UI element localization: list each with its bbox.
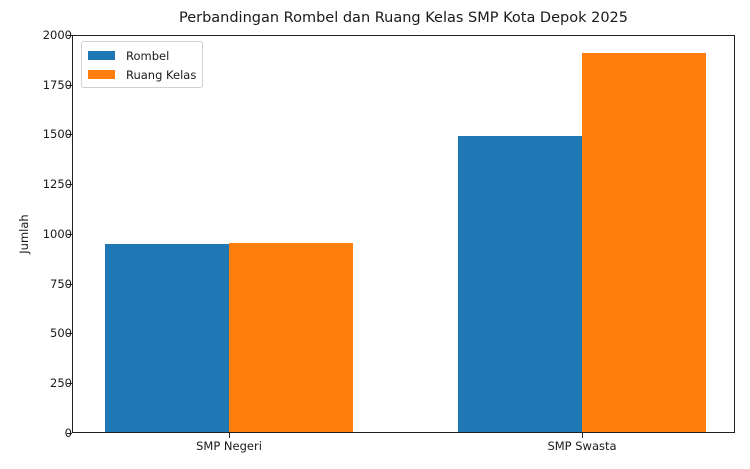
y-tick-label: 1000 [42, 226, 72, 241]
plot-area [72, 35, 735, 433]
y-tick-label: 250 [50, 375, 72, 390]
y-tick-mark [67, 84, 72, 86]
y-tick-mark [67, 184, 72, 186]
y-tick-mark [67, 283, 72, 285]
y-tick-mark [67, 35, 72, 36]
x-tick-mark [229, 433, 230, 438]
bar-ruang-kelas-smp-swasta [582, 53, 706, 432]
x-tick-mark [582, 433, 583, 438]
y-tick-mark [67, 134, 72, 136]
y-tick-mark [67, 233, 72, 235]
y-tick-label: 1500 [42, 127, 72, 142]
y-tick-mark [67, 432, 72, 434]
chart-title: Perbandingan Rombel dan Ruang Kelas SMP … [178, 10, 629, 26]
x-tick-label: SMP Swasta [547, 439, 617, 453]
bar-ruang-kelas-smp-negeri [229, 243, 353, 432]
x-tick-label: SMP Negeri [196, 439, 262, 453]
y-tick-label: 2000 [42, 28, 72, 42]
bar-rombel-smp-negeri [105, 243, 229, 432]
legend-swatch-icon [88, 70, 115, 79]
legend: Rombel Ruang Kelas [81, 41, 204, 88]
y-axis-label: Jumlah [17, 214, 31, 254]
y-tick-label: 750 [50, 276, 72, 291]
legend-item-ruang-kelas: Ruang Kelas [88, 65, 196, 84]
legend-swatch-icon [88, 51, 115, 60]
legend-item-rombel: Rombel [88, 46, 196, 65]
y-tick-mark [67, 382, 72, 384]
y-tick-label: 1750 [42, 77, 72, 92]
bar-rombel-smp-swasta [458, 135, 582, 432]
y-tick-mark [67, 333, 72, 335]
y-tick-label: 500 [50, 326, 72, 341]
y-tick-label: 1250 [42, 177, 72, 192]
